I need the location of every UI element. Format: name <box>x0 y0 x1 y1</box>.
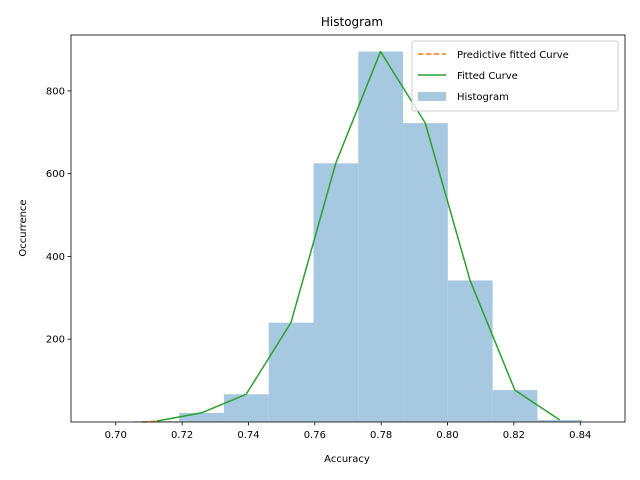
histogram-bar <box>403 123 448 422</box>
legend-label: Histogram <box>457 92 509 103</box>
histogram-bars <box>134 51 583 422</box>
x-tick-label: 0.72 <box>171 430 193 441</box>
x-axis-ticks: 0.70 0.72 0.74 0.76 0.78 0.80 0.82 0.84 <box>105 422 591 441</box>
y-tick-label: 400 <box>46 252 65 263</box>
y-tick-label: 800 <box>46 86 65 97</box>
legend-label: Predictive fitted Curve <box>457 50 569 61</box>
x-axis-label: Accuracy <box>324 454 370 465</box>
histogram-bar <box>313 163 359 422</box>
y-axis-label: Occurrence <box>18 199 29 256</box>
chart-title: Histogram <box>321 15 383 29</box>
x-tick-label: 0.78 <box>370 430 392 441</box>
x-tick-label: 0.84 <box>569 430 591 441</box>
histogram-bar <box>179 412 224 422</box>
histogram-bar <box>358 51 404 422</box>
y-axis-ticks: 200 400 600 800 <box>46 86 71 346</box>
histogram-bar <box>268 322 314 422</box>
histogram-bar <box>447 280 493 422</box>
axes-frame <box>70 34 626 423</box>
histogram-bar <box>492 390 538 422</box>
x-tick-label: 0.70 <box>105 430 127 441</box>
histogram-bar <box>223 394 269 422</box>
legend-box <box>411 40 619 112</box>
y-tick-label: 200 <box>46 335 65 346</box>
x-tick-label: 0.82 <box>503 430 525 441</box>
y-tick-label: 600 <box>46 169 65 180</box>
histogram-bar <box>537 419 583 422</box>
fitted-curve-line <box>156 50 561 422</box>
x-tick-label: 0.80 <box>436 430 458 441</box>
legend: Predictive fitted Curve Fitted Curve Histo… <box>411 40 619 112</box>
legend-label: Fitted Curve <box>457 71 518 82</box>
x-tick-label: 0.74 <box>237 430 259 441</box>
x-tick-label: 0.76 <box>304 430 326 441</box>
legend-swatch-histogram <box>418 92 446 101</box>
